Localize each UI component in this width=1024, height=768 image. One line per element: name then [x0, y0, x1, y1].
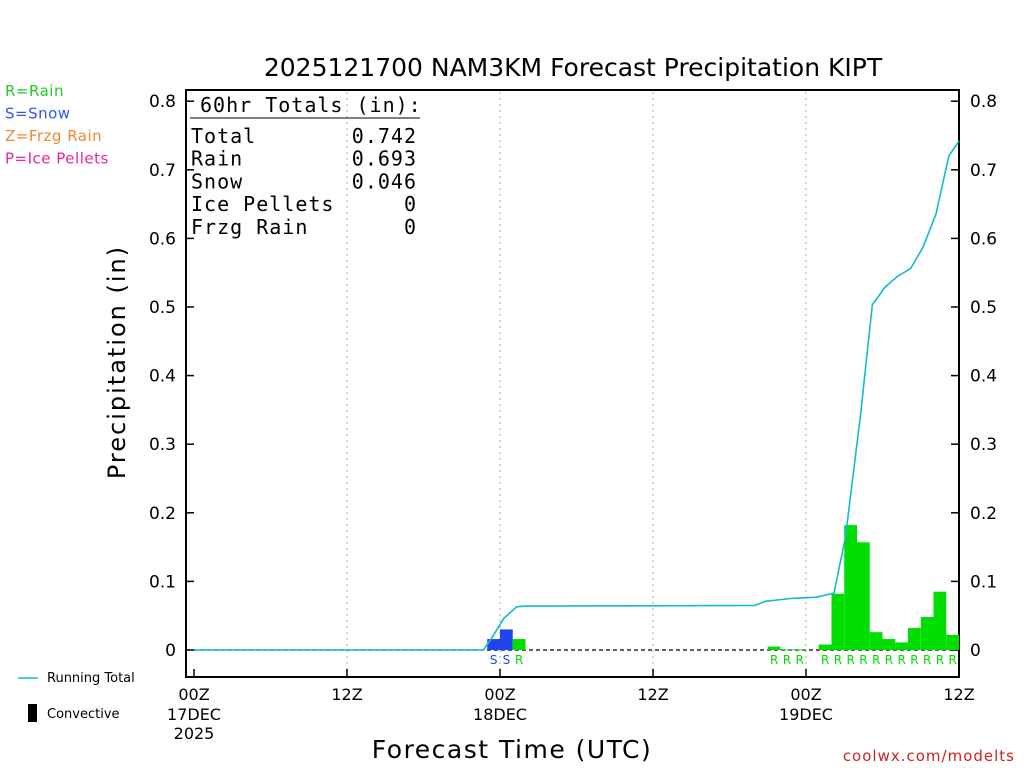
y-tick-label: 0.1	[149, 572, 176, 592]
type-label: S	[503, 653, 511, 667]
x-tick-label: 12Z	[943, 685, 974, 704]
type-label: R	[795, 653, 803, 667]
type-label: R	[515, 653, 523, 667]
type-label: R	[897, 653, 905, 667]
precip-bar-rain	[908, 628, 921, 650]
running-total-legend-label: Running Total	[47, 671, 135, 686]
totals-box: 60hr Totals (in): Total 0.742 Rain 0.693 Sno…	[190, 93, 422, 239]
x-tick-year: 2025	[174, 724, 215, 743]
precip-bar-rain	[793, 649, 806, 651]
convective-legend-label: Convective	[47, 707, 120, 722]
x-tick-date: 17DEC	[167, 705, 221, 724]
vertical-gridlines	[346, 92, 807, 676]
y-tick-label-right: 0.6	[970, 229, 997, 249]
type-label: R	[783, 653, 791, 667]
y-tick-label-right: 0.8	[970, 92, 997, 112]
type-label: R	[923, 653, 931, 667]
y-tick-label: 0.6	[149, 229, 176, 249]
x-tick-label: 00Z	[178, 685, 209, 704]
type-label: R	[936, 653, 944, 667]
y-tick-label: 0.4	[149, 367, 176, 387]
y-axis-left: 0 0.1 0.2 0.3 0.4 0.5 0.6 0.7 0.8	[149, 92, 194, 661]
y-tick-label: 0.5	[149, 298, 176, 318]
precip-bar-rain	[780, 649, 794, 651]
chart-title: 2025121700 NAM3KM Forecast Precipitation…	[264, 53, 883, 82]
totals-label: Snow	[191, 169, 243, 193]
legend-entry: R=Rain	[5, 82, 64, 100]
legend-entry: Z=Frzg Rain	[5, 127, 102, 145]
y-tick-label: 0.3	[149, 435, 176, 455]
totals-label: Frzg Rain	[191, 215, 308, 239]
y-tick-label-right: 0.7	[970, 161, 997, 181]
precip-bar-rain	[933, 591, 947, 650]
precip-bar-rain	[895, 642, 908, 650]
y-tick-label: 0.7	[149, 161, 176, 181]
y-tick-label: 0.8	[149, 92, 176, 112]
precip-bar-rain	[818, 644, 832, 650]
y-tick-label: 0.2	[149, 504, 176, 524]
precip-bar-rain	[831, 593, 845, 650]
precip-bar-rain	[946, 634, 959, 650]
precip-bar-rain	[882, 639, 896, 650]
y-tick-label-right: 0.3	[970, 435, 997, 455]
totals-value: 0	[404, 192, 417, 216]
totals-value: 0.046	[352, 169, 417, 193]
precip-bar-rain	[869, 632, 883, 650]
x-tick-label: 12Z	[331, 685, 362, 704]
precip-bar-rain	[857, 542, 870, 650]
totals-label: Rain	[191, 147, 243, 171]
totals-value: 0.742	[352, 124, 417, 148]
type-label: R	[834, 653, 842, 667]
type-label: R	[948, 653, 956, 667]
x-tick-date: 19DEC	[779, 705, 833, 724]
totals-value: 0.693	[352, 147, 417, 171]
y-tick-label-right: 0	[970, 641, 981, 661]
precip-bar-snow	[500, 629, 513, 650]
type-label: R	[872, 653, 880, 667]
type-label: R	[910, 653, 918, 667]
x-tick-date: 18DEC	[473, 705, 527, 724]
type-label: S	[490, 653, 498, 667]
running-total-line	[194, 140, 960, 651]
x-axis-label: Forecast Time (UTC)	[372, 735, 652, 764]
totals-label: Total	[191, 124, 256, 148]
y-tick-label-right: 0.1	[970, 572, 997, 592]
precip-bar-rain	[767, 646, 781, 650]
legend-entry: S=Snow	[5, 105, 71, 123]
precip-bar-rain	[844, 525, 857, 650]
convective-legend-swatch	[28, 704, 37, 722]
totals-label: Ice Pellets	[191, 192, 334, 216]
precip-bar-snow	[487, 639, 500, 650]
legend-entry: P=Ice Pellets	[5, 150, 109, 168]
y-axis-right: 0 0.1 0.2 0.3 0.4 0.5 0.6 0.7 0.8	[951, 92, 997, 661]
precip-bar-rain	[920, 617, 934, 650]
y-tick-label: 0	[165, 641, 176, 661]
precip-type-legend: R=Rain S=Snow Z=Frzg Rain P=Ice Pellets	[5, 82, 109, 168]
x-tick-label: 00Z	[484, 685, 515, 704]
x-tick-label: 00Z	[790, 685, 821, 704]
source-credit: coolwx.com/modelts	[843, 747, 1015, 765]
type-label: R	[821, 653, 829, 667]
type-label: R	[859, 653, 867, 667]
y-tick-label-right: 0.2	[970, 504, 997, 524]
type-label: R	[846, 653, 854, 667]
precip-bar-rain	[512, 639, 526, 650]
x-tick-label: 12Z	[637, 685, 668, 704]
totals-value: 0	[404, 215, 417, 239]
type-label: R	[770, 653, 778, 667]
y-tick-label-right: 0.5	[970, 298, 997, 318]
plot-frame	[185, 89, 960, 678]
y-tick-label-right: 0.4	[970, 367, 997, 387]
type-label: R	[885, 653, 893, 667]
y-axis-label: Precipitation (in)	[103, 245, 131, 479]
totals-heading: 60hr Totals (in):	[200, 93, 422, 117]
precip-bars	[487, 525, 959, 651]
